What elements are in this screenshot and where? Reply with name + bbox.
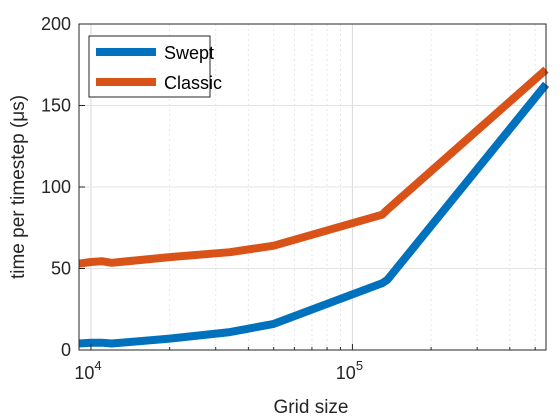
series-line-swept — [78, 81, 550, 348]
y-tick-label: 150 — [41, 96, 71, 116]
y-tick-label: 50 — [51, 259, 71, 279]
tick-labels: 0 50 100 150 200 104 105 — [41, 14, 363, 383]
x-tick-label: 104 — [74, 358, 101, 383]
x-tick-label: 105 — [336, 358, 363, 383]
legend: Swept Classic — [88, 35, 222, 98]
series-lines — [78, 66, 550, 348]
y-tick-label: 200 — [41, 14, 71, 34]
legend-label-classic: Classic — [164, 73, 222, 93]
axis-ticks — [78, 23, 536, 351]
series-line-classic — [78, 66, 549, 268]
y-tick-label: 100 — [41, 177, 71, 197]
legend-box — [88, 35, 211, 98]
x-axis-label: Grid size — [274, 397, 349, 418]
y-axis-label: time per timestep (μs) — [8, 95, 29, 279]
legend-label-swept: Swept — [164, 43, 214, 63]
y-tick-label: 0 — [61, 340, 71, 360]
